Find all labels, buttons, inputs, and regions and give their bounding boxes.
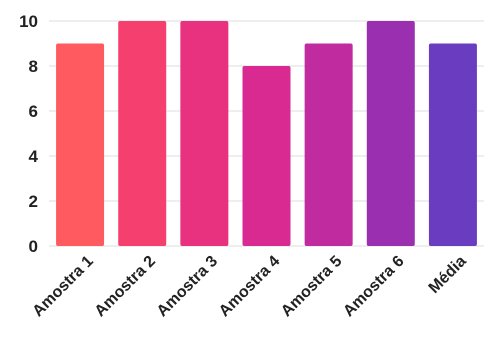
bar-6[interactable] bbox=[366, 21, 415, 246]
x-tick-label: Amostra 6 bbox=[340, 253, 407, 320]
y-tick-label: 0 bbox=[29, 237, 38, 256]
x-tick-label: Amostra 3 bbox=[154, 253, 221, 320]
y-axis-ticks: 0 2 4 6 8 10 bbox=[19, 12, 38, 256]
bars bbox=[56, 21, 477, 246]
x-tick-label: Média bbox=[426, 253, 470, 297]
bar-1[interactable] bbox=[56, 43, 105, 247]
y-tick-label: 2 bbox=[29, 192, 38, 211]
x-tick-label: Amostra 1 bbox=[30, 253, 97, 320]
y-tick-label: 8 bbox=[29, 57, 38, 76]
bar-4[interactable] bbox=[242, 66, 291, 246]
y-tick-label: 4 bbox=[29, 147, 39, 166]
x-tick-label: Amostra 2 bbox=[92, 253, 159, 320]
bar-7[interactable] bbox=[428, 43, 477, 247]
x-tick-label: Amostra 5 bbox=[278, 253, 345, 320]
bar-5[interactable] bbox=[304, 43, 353, 247]
y-tick-label: 10 bbox=[19, 12, 38, 31]
bar-3[interactable] bbox=[180, 21, 229, 246]
x-tick-label: Amostra 4 bbox=[216, 253, 283, 320]
y-tick-label: 6 bbox=[29, 102, 38, 121]
bar-2[interactable] bbox=[118, 21, 167, 246]
